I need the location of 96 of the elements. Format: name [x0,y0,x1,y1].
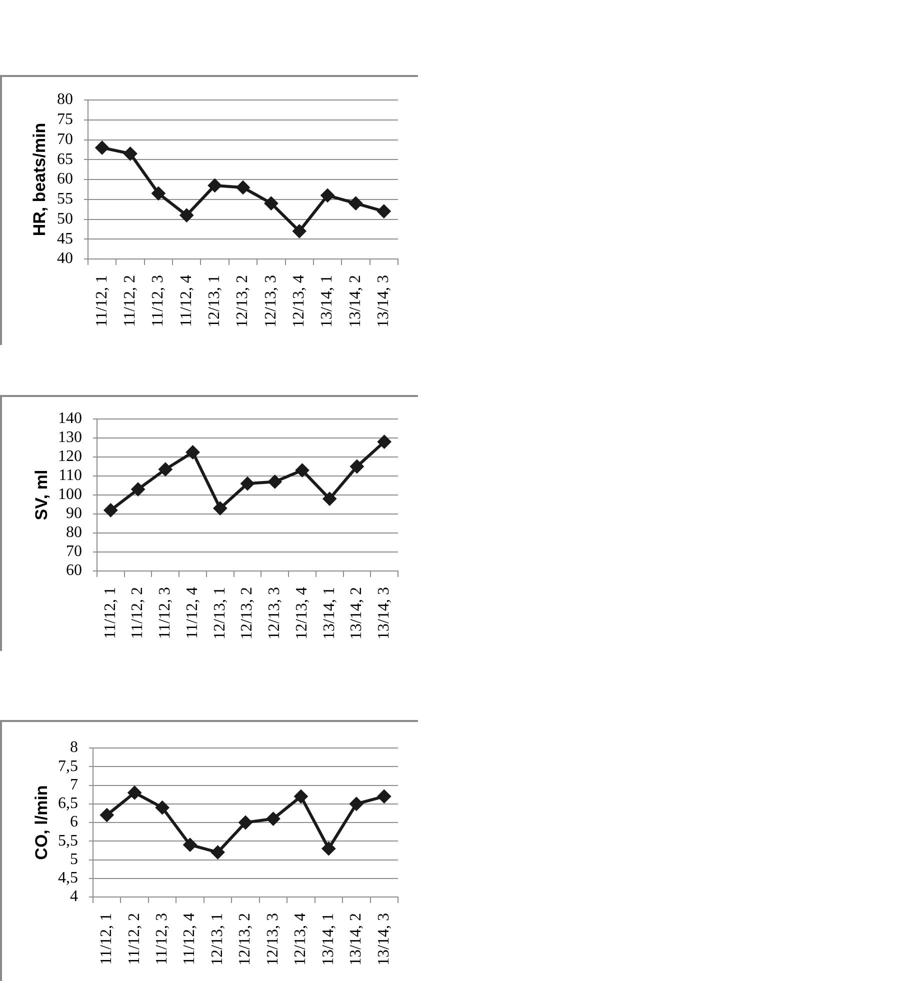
y-tick-label: 55 [57,190,73,208]
point [292,224,306,238]
y-tick-label: 50 [57,210,73,228]
x-tick-label: 13/14, 1 [320,913,337,966]
y-tick-label: 6 [70,814,78,831]
y-tick-label: 65 [57,150,73,168]
y-tick-label: 140 [58,410,82,428]
y-tick-label: 60 [57,170,73,188]
point [100,808,114,822]
point [320,188,335,202]
x-tick-label: 13/14, 3 [376,587,393,640]
point [268,474,282,489]
y-tick-label: 6,5 [58,795,78,812]
y-axis-title: SV, ml [32,470,51,520]
x-tick-label: 11/12, 2 [129,587,146,639]
point [322,492,337,506]
x-tick-label: 13/14, 3 [375,275,392,328]
x-tick-label: 11/12, 1 [93,275,110,327]
point [350,460,364,474]
y-tick-label: 7,5 [58,758,78,775]
x-tick-label: 11/12, 1 [102,587,119,639]
x-tick-label: 13/14, 2 [348,913,365,966]
point [123,146,138,161]
x-tick-label: 11/12, 3 [150,275,167,327]
point [348,196,363,210]
y-tick-label: 120 [58,448,82,466]
point [155,800,170,815]
point [210,845,225,860]
point [295,463,310,478]
y-tick-label: 70 [66,543,82,560]
x-tick-label: 11/12, 4 [178,275,195,327]
x-tick-label: 12/13, 1 [206,275,224,328]
x-tick-label: 11/12, 4 [181,913,198,965]
point [128,786,142,800]
x-tick-label: 12/13, 4 [290,275,308,328]
x-tick-label: 13/14, 1 [320,587,338,640]
point [180,208,194,222]
x-tick-label: 13/14, 3 [375,913,392,966]
point [238,816,252,830]
y-tick-label: 130 [58,429,82,446]
y-tick-label: 4 [70,888,78,906]
point [183,838,198,852]
x-tick-label: 12/13, 1 [208,913,226,966]
x-tick-label: 12/13, 4 [293,587,310,640]
x-tick-label: 12/13, 3 [264,913,282,966]
y-tick-label: 110 [58,467,82,484]
point [131,482,146,496]
point [322,842,336,856]
y-tick-label: 60 [66,562,82,580]
point [95,140,110,155]
x-tick-label: 13/14, 2 [346,275,364,328]
point [266,812,280,826]
x-tick-label: 13/14, 1 [318,275,336,328]
y-tick-label: 45 [57,230,73,248]
x-tick-label: 11/12, 4 [184,587,201,639]
x-tick-label: 11/12, 2 [121,275,138,327]
point [240,476,254,491]
x-tick-label: 12/13, 1 [211,587,228,640]
point [213,501,228,516]
point [151,186,166,200]
y-tick-label: 8 [70,739,78,756]
y-tick-label: 40 [57,250,73,268]
x-tick-label: 12/13, 2 [238,587,256,640]
y-tick-label: 5,5 [58,832,78,850]
x-tick-label: 12/13, 2 [234,275,252,328]
y-tick-label: 4,5 [58,870,78,887]
x-tick-label: 11/12, 3 [154,913,171,965]
point [264,196,278,210]
x-tick-label: 13/14, 2 [348,587,366,640]
point [158,462,172,476]
x-tick-label: 12/13, 4 [292,913,310,966]
point [377,434,392,449]
y-tick-label: 90 [66,505,82,522]
point [186,445,200,460]
y-tick-label: 80 [66,524,82,542]
point [294,789,308,804]
y-tick-label: 80 [57,91,73,108]
point [376,204,391,218]
x-tick-label: 11/12, 2 [126,913,143,965]
x-tick-label: 12/13, 3 [266,587,284,640]
y-tick-label: 75 [57,111,73,128]
point [208,178,222,192]
y-axis-title: CO, l/min [32,785,51,860]
y-axis-title: HR, beats/min [30,122,49,236]
point [104,503,118,518]
y-tick-label: 7 [70,776,78,794]
x-tick-label: 12/13, 3 [262,275,280,328]
point [236,180,250,194]
x-tick-label: 11/12, 1 [98,913,116,965]
y-tick-label: 70 [57,130,73,148]
y-tick-label: 5 [70,850,78,868]
y-tick-label: 100 [58,486,82,504]
point [349,796,364,811]
x-tick-label: 11/12, 3 [156,587,174,639]
x-tick-label: 12/13, 2 [236,913,254,966]
point [377,789,392,804]
